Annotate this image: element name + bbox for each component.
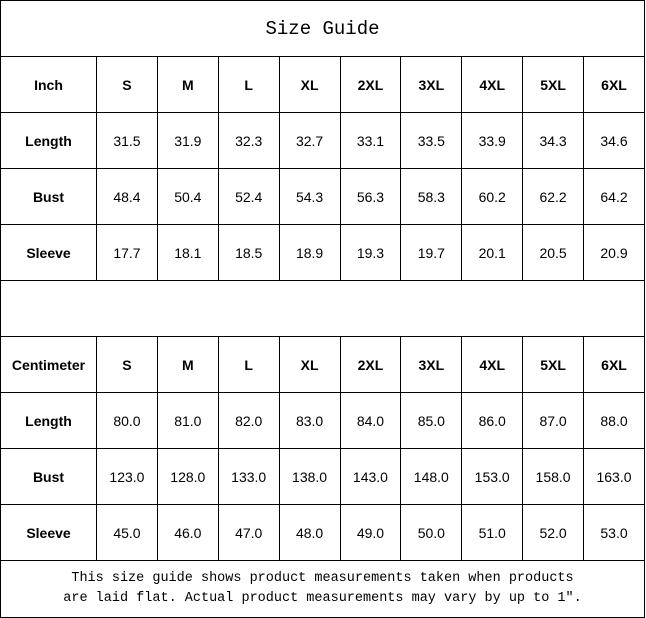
size-header: L [217,56,280,113]
measurement-cell: 31.9 [156,112,219,169]
measurement-cell: 32.7 [278,112,341,169]
measurement-cell: 87.0 [522,392,584,449]
size-header: 4XL [461,56,524,113]
measurement-cell: 31.5 [96,112,158,169]
cm-header-row: Centimeter S M L XL 2XL 3XL 4XL 5XL 6XL [0,336,645,393]
measurement-cell: 81.0 [156,392,219,449]
row-label: Length [0,392,97,449]
unit-label: Centimeter [0,336,97,393]
measurement-cell: 52.4 [217,168,280,225]
size-header: XL [278,336,341,393]
measurement-cell: 64.2 [583,168,645,225]
measurement-cell: 48.0 [278,504,341,561]
inch-header-row: Inch S M L XL 2XL 3XL 4XL 5XL 6XL [0,56,645,113]
measurement-cell: 128.0 [156,448,219,505]
size-header: S [96,56,158,113]
table-row: Bust 123.0 128.0 133.0 138.0 143.0 148.0 153.0 1… [0,448,645,505]
measurement-cell: 33.1 [339,112,402,169]
measurement-cell: 60.2 [461,168,524,225]
measurement-cell: 32.3 [217,112,280,169]
measurement-cell: 19.7 [400,224,463,281]
measurement-cell: 62.2 [522,168,584,225]
row-label: Bust [0,168,97,225]
measurement-cell: 133.0 [217,448,280,505]
size-header: 5XL [522,56,584,113]
footnote: This size guide shows product measuremen… [0,560,645,618]
size-header: 5XL [522,336,584,393]
table-row: Length 31.5 31.9 32.3 32.7 33.1 33.5 33.9 34.3 34… [0,112,645,169]
measurement-cell: 158.0 [522,448,584,505]
row-label: Sleeve [0,224,97,281]
measurement-cell: 50.0 [400,504,463,561]
measurement-cell: 53.0 [583,504,645,561]
unit-label: Inch [0,56,97,113]
measurement-cell: 54.3 [278,168,341,225]
measurement-cell: 20.1 [461,224,524,281]
row-label: Bust [0,448,97,505]
measurement-cell: 18.5 [217,224,280,281]
measurement-cell: 56.3 [339,168,402,225]
measurement-cell: 82.0 [217,392,280,449]
measurement-cell: 34.3 [522,112,584,169]
measurement-cell: 138.0 [278,448,341,505]
measurement-cell: 34.6 [583,112,645,169]
page-title: Size Guide [0,0,645,57]
table-row: Sleeve 45.0 46.0 47.0 48.0 49.0 50.0 51.0 52.0 53… [0,504,645,561]
size-header: M [156,336,219,393]
measurement-cell: 83.0 [278,392,341,449]
size-header: L [217,336,280,393]
measurement-cell: 85.0 [400,392,463,449]
measurement-cell: 47.0 [217,504,280,561]
measurement-cell: 86.0 [461,392,524,449]
measurement-cell: 18.1 [156,224,219,281]
measurement-cell: 18.9 [278,224,341,281]
measurement-cell: 17.7 [96,224,158,281]
size-header: 2XL [339,56,402,113]
size-header: 3XL [400,336,463,393]
measurement-cell: 46.0 [156,504,219,561]
measurement-cell: 48.4 [96,168,158,225]
footnote-line: This size guide shows product measuremen… [71,571,574,586]
measurement-cell: 163.0 [583,448,645,505]
measurement-cell: 33.5 [400,112,463,169]
spacer-row [0,280,645,337]
measurement-cell: 45.0 [96,504,158,561]
measurement-cell: 143.0 [339,448,402,505]
table-row: Bust 48.4 50.4 52.4 54.3 56.3 58.3 60.2 62.2 64.2 [0,168,645,225]
measurement-cell: 50.4 [156,168,219,225]
measurement-cell: 51.0 [461,504,524,561]
size-header: 4XL [461,336,524,393]
size-header: 6XL [583,336,645,393]
row-label: Sleeve [0,504,97,561]
measurement-cell: 20.9 [583,224,645,281]
measurement-cell: 58.3 [400,168,463,225]
measurement-cell: 20.5 [522,224,584,281]
size-header: XL [278,56,341,113]
size-header: 3XL [400,56,463,113]
row-label: Length [0,112,97,169]
measurement-cell: 19.3 [339,224,402,281]
size-header: 2XL [339,336,402,393]
measurement-cell: 148.0 [400,448,463,505]
size-header: 6XL [583,56,645,113]
measurement-cell: 52.0 [522,504,584,561]
measurement-cell: 49.0 [339,504,402,561]
measurement-cell: 84.0 [339,392,402,449]
table-row: Length 80.0 81.0 82.0 83.0 84.0 85.0 86.0 87.0 88… [0,392,645,449]
measurement-cell: 153.0 [461,448,524,505]
measurement-cell: 33.9 [461,112,524,169]
table-row: Sleeve 17.7 18.1 18.5 18.9 19.3 19.7 20.1 20.5 20… [0,224,645,281]
measurement-cell: 88.0 [583,392,645,449]
footnote-line: are laid flat. Actual product measuremen… [63,591,582,606]
measurement-cell: 123.0 [96,448,158,505]
size-header: M [156,56,219,113]
size-header: S [96,336,158,393]
measurement-cell: 80.0 [96,392,158,449]
